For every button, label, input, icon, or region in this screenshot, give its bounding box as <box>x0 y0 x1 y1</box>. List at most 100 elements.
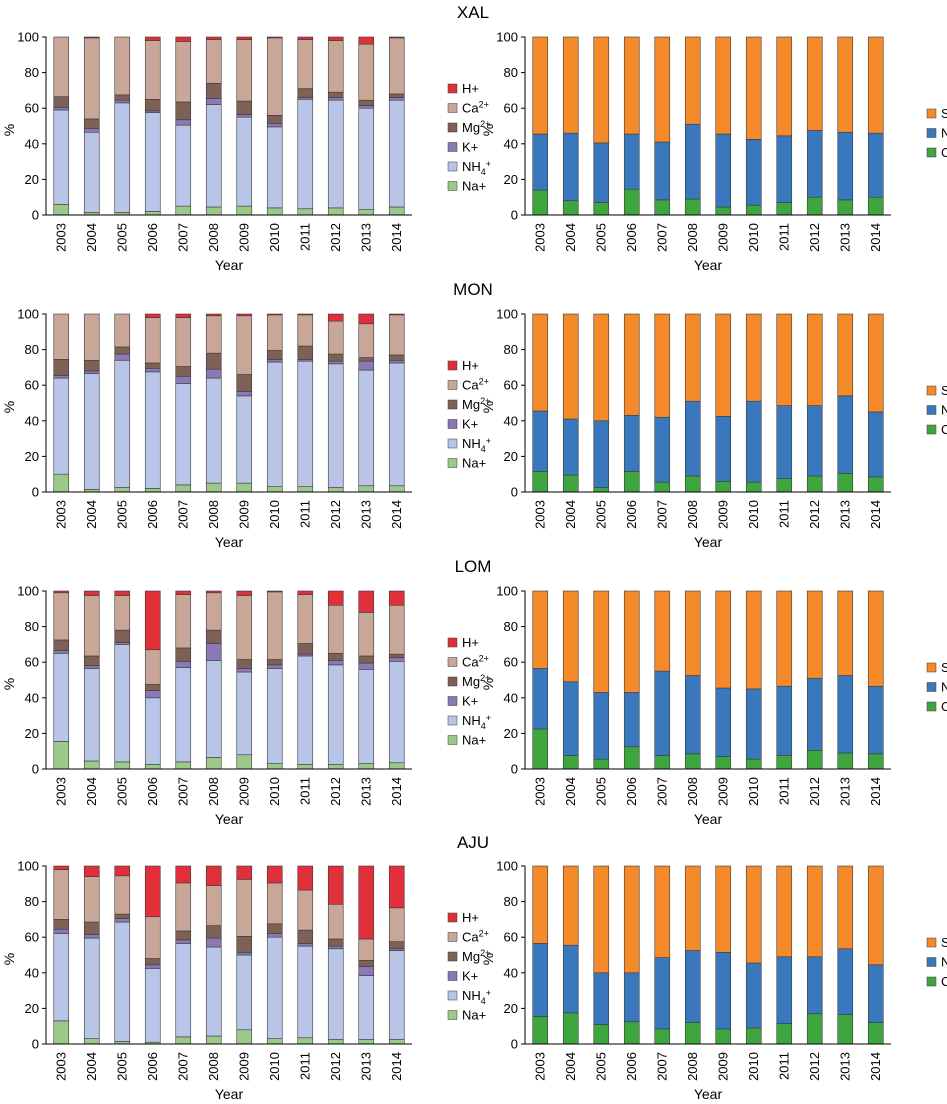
x-tick-label: 2003 <box>53 1052 68 1081</box>
x-tick-label: 2003 <box>53 500 68 529</box>
bar-nh4-2005 <box>114 921 131 1042</box>
y-tick-label: 0 <box>32 762 39 777</box>
x-tick-label: 2004 <box>563 1052 578 1081</box>
bar-cl-2009 <box>715 206 732 216</box>
legend-swatch <box>447 735 458 745</box>
x-tick-label: 2011 <box>776 777 791 805</box>
bar-no3-2013 <box>837 395 854 474</box>
x-tick-label: 2005 <box>593 1052 608 1081</box>
x-tick-label: 2004 <box>84 1052 99 1081</box>
bar-so4-2012 <box>806 313 823 406</box>
y-tick-label: 80 <box>25 619 39 634</box>
bar-nh4-2010 <box>266 668 283 764</box>
legend-label: H+ <box>462 910 479 925</box>
bar-ca-2008 <box>205 592 222 631</box>
bar-mg-2003 <box>53 919 70 930</box>
bar-cl-2003 <box>532 1016 549 1045</box>
legend-label: Ca2+ <box>462 654 489 670</box>
bar-so4-2006 <box>623 313 640 416</box>
bar-mg-2013 <box>358 99 375 106</box>
bar-nh4-2009 <box>236 671 253 756</box>
bar-cl-2006 <box>623 188 640 216</box>
bar-nh4-2006 <box>144 968 161 1043</box>
y-tick-label: 0 <box>32 1037 39 1052</box>
bar-ca-2010 <box>266 314 283 351</box>
y-tick-label: 20 <box>504 449 518 464</box>
legend-swatch <box>447 637 458 648</box>
bar-cl-2013 <box>837 199 854 216</box>
x-axis-label: Year <box>694 534 723 550</box>
y-tick-label: 0 <box>511 1037 518 1052</box>
x-tick-label: 2007 <box>654 223 669 252</box>
legend-swatch <box>926 147 937 158</box>
bar-na-2012 <box>327 207 344 216</box>
bar-hh-2010 <box>266 313 283 316</box>
bar-hh-2009 <box>236 865 253 880</box>
bar-k-2013 <box>358 105 375 109</box>
legend-label: NH4+ <box>462 988 491 1006</box>
bar-mg-2004 <box>83 655 100 667</box>
y-tick-label: 100 <box>17 307 39 322</box>
bar-na-2007 <box>175 761 192 770</box>
bar-cl-2004 <box>562 755 579 770</box>
legend-swatch <box>447 83 458 94</box>
bar-na-2007 <box>175 484 192 493</box>
bar-ca-2003 <box>53 592 70 641</box>
bar-k-2012 <box>327 660 344 666</box>
bar-na-2005 <box>114 487 131 493</box>
bar-mg-2005 <box>114 629 131 643</box>
bar-na-2014 <box>388 1039 405 1045</box>
bar-na-2009 <box>236 482 253 493</box>
bar-ca-2010 <box>266 37 283 116</box>
x-tick-label: 2005 <box>114 1052 129 1081</box>
bar-no3-2004 <box>562 132 579 202</box>
bar-hh-2008 <box>205 865 222 886</box>
bar-cl-2009 <box>715 756 732 770</box>
bar-so4-2014 <box>867 590 884 687</box>
bar-mg-2004 <box>83 359 100 372</box>
bar-k-2007 <box>175 661 192 668</box>
x-tick-label: 2013 <box>837 1052 852 1081</box>
bar-no3-2010 <box>745 139 762 206</box>
bar-so4-2007 <box>654 313 671 418</box>
bar-nh4-2012 <box>327 948 344 1040</box>
x-tick-label: 2004 <box>563 500 578 529</box>
bar-na-2003 <box>53 204 70 216</box>
x-tick-label: 2004 <box>84 223 99 252</box>
legend-label: K+ <box>462 140 478 155</box>
x-tick-label: 2010 <box>746 223 761 252</box>
bar-so4-2006 <box>623 36 640 135</box>
x-tick-label: 2003 <box>532 223 547 252</box>
bar-ca-2013 <box>358 938 375 961</box>
bar-na-2004 <box>83 760 100 770</box>
bar-k-2010 <box>266 359 283 363</box>
bar-mg-2014 <box>388 653 405 659</box>
bar-so4-2011 <box>776 36 793 137</box>
y-tick-label: 100 <box>17 859 39 874</box>
x-axis-label: Year <box>694 1086 723 1102</box>
y-axis-label: % <box>480 678 496 690</box>
bar-nh4-2007 <box>175 124 192 207</box>
bar-cl-2008 <box>684 1022 701 1045</box>
legend-swatch <box>926 976 937 987</box>
legend-swatch <box>447 715 458 726</box>
bar-hh-2014 <box>388 36 405 39</box>
bar-so4-2012 <box>806 36 823 131</box>
bar-no3-2008 <box>684 950 701 1023</box>
bar-mg-2006 <box>144 99 161 112</box>
bar-nh4-2010 <box>266 361 283 487</box>
bar-na-2012 <box>327 487 344 493</box>
y-tick-label: 0 <box>511 485 518 500</box>
bar-hh-2008 <box>205 313 222 317</box>
x-tick-label: 2004 <box>563 777 578 806</box>
bar-nh4-2012 <box>327 363 344 488</box>
bar-no3-2012 <box>806 677 823 751</box>
bar-mg-2006 <box>144 684 161 691</box>
chart-aju-cations: 0 20 40 60 80 100 2003 2004 2005 2006 2007 2008 2009… <box>1 859 491 1103</box>
bar-cl-2011 <box>776 478 793 493</box>
bar-ca-2003 <box>53 36 70 97</box>
bar-no3-2010 <box>745 688 762 760</box>
x-tick-label: 2012 <box>328 500 343 529</box>
x-tick-label: 2008 <box>206 1052 221 1081</box>
bar-cl-2011 <box>776 1023 793 1045</box>
